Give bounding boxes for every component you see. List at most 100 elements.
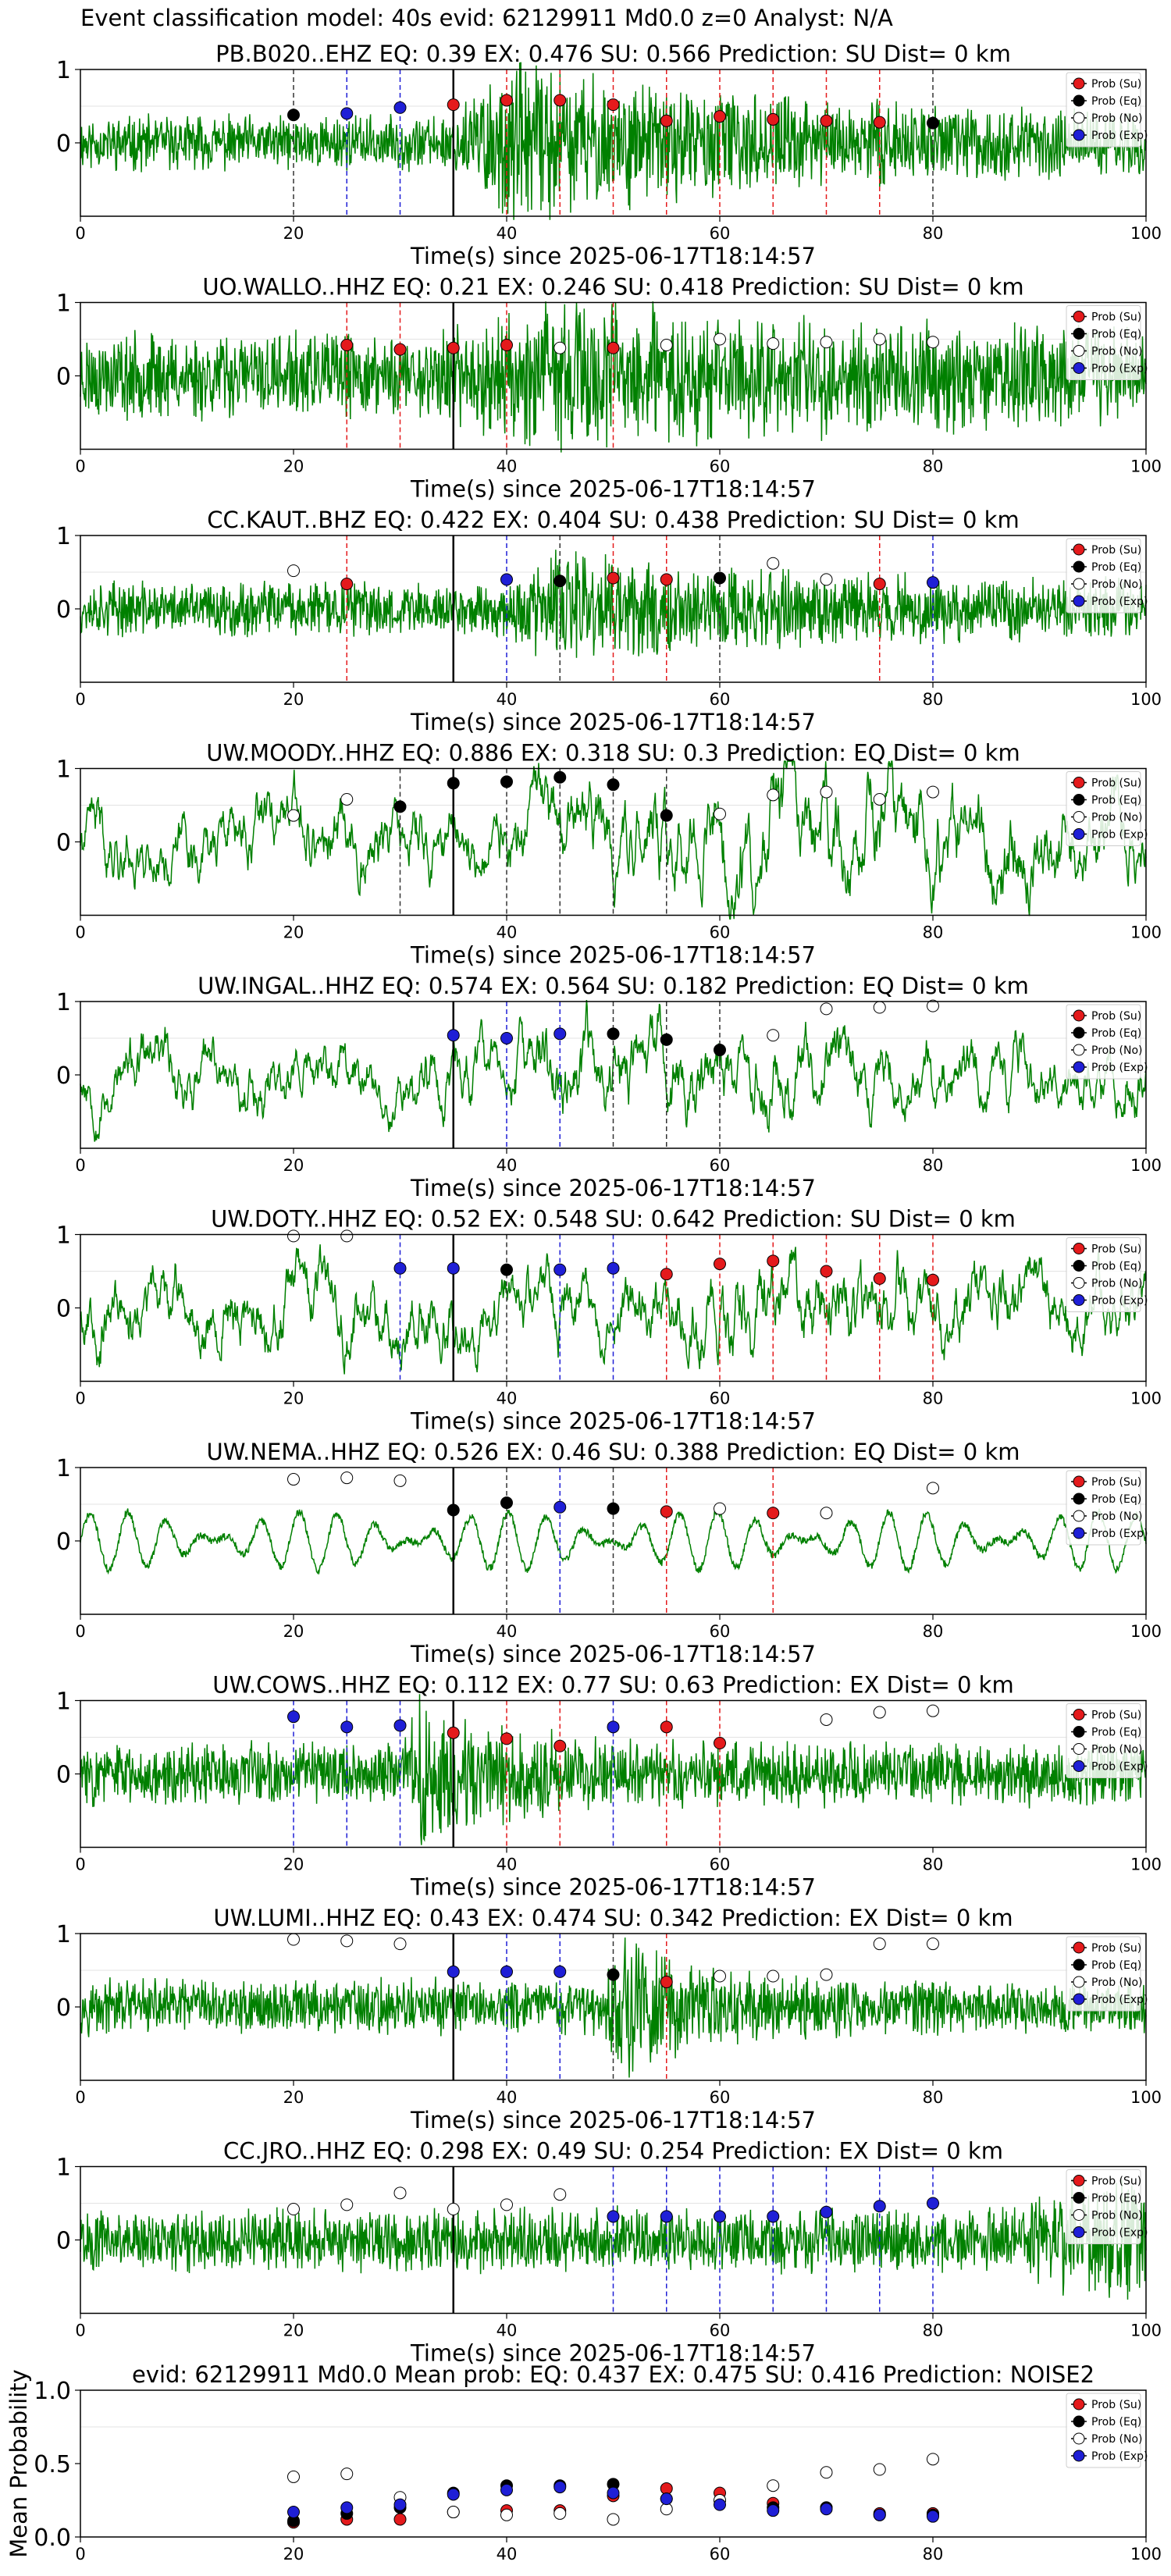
prob-marker-eq [607, 1968, 620, 1981]
x-axis-label: Time(s) since 2025-06-17T18:14:57 [410, 1175, 816, 1201]
x-axis-label: Time(s) since 2025-06-17T18:14:57 [410, 2340, 816, 2367]
prob-marker-exp [447, 1965, 460, 1978]
prob-marker-exp [340, 1720, 354, 1734]
legend-swatch-no [1073, 345, 1085, 357]
prob-marker-no [287, 2470, 300, 2483]
x-tick-label: 60 [710, 224, 731, 243]
legend-label: Prob (No) [1091, 2433, 1143, 2446]
prob-marker-su [660, 573, 673, 586]
prob-marker-no [447, 2203, 460, 2216]
prob-marker-exp [340, 107, 354, 120]
prob-marker-no [767, 1969, 780, 1983]
y-tick-label: 0.0 [34, 2524, 71, 2552]
panel-9: 0 20 40 60 80 100 0 1 CC.JRO..HHZ EQ: 0.298 EX: … [56, 2138, 1162, 2367]
prob-marker-no [714, 333, 726, 346]
waveform-trace [80, 760, 1147, 920]
legend-swatch-exp [1073, 129, 1085, 141]
y-tick-label: 1 [56, 523, 71, 550]
prob-marker-su [714, 1737, 726, 1750]
legend-label: Prob (Su) [1091, 311, 1141, 324]
legend-swatch-eq [1073, 794, 1085, 806]
x-tick-label: 100 [1130, 2322, 1162, 2340]
prob-marker-su [927, 1273, 939, 1286]
legend-swatch-su [1073, 2398, 1085, 2411]
legend-swatch-exp [1073, 1294, 1085, 1306]
prob-marker-exp [553, 1500, 567, 1514]
prob-marker-exp [714, 2210, 726, 2223]
legend-label: Prob (Su) [1091, 2176, 1141, 2188]
x-tick-label: 80 [923, 1389, 944, 1408]
x-tick-label: 20 [283, 1856, 304, 1874]
prob-marker-su [553, 94, 567, 107]
legend-swatch-no [1073, 1976, 1085, 1988]
x-axis-label: Time(s) since 2025-06-17T18:14:57 [410, 2107, 816, 2133]
legend-box [1066, 771, 1141, 846]
prob-marker-exp [500, 1032, 513, 1044]
prob-marker-eq [393, 800, 407, 813]
prob-marker-no [660, 339, 673, 352]
legend-swatch-no [1073, 811, 1085, 823]
prob-marker-no [927, 1937, 939, 1951]
prob-marker-exp [287, 1710, 300, 1724]
legend-swatch-eq [1073, 1959, 1085, 1971]
x-tick-label: 100 [1130, 1389, 1162, 1408]
legend-label: Prob (Eq) [1091, 1261, 1141, 1273]
prob-marker-no [607, 2513, 620, 2526]
prob-marker-no [767, 1029, 780, 1042]
legend-swatch-eq [1073, 2192, 1085, 2204]
x-tick-label: 80 [923, 1156, 944, 1175]
prob-marker-no [287, 1933, 300, 1946]
y-tick-label: 0 [56, 1762, 71, 1789]
legend-box [1066, 305, 1141, 380]
prob-marker-exp [767, 2504, 780, 2517]
prob-marker-su [607, 571, 620, 585]
legend-label: Prob (Eq) [1091, 1727, 1141, 1739]
prob-marker-exp [927, 576, 939, 589]
x-tick-label: 40 [497, 1856, 518, 1874]
x-tick-label: 60 [710, 690, 731, 709]
y-tick-label: 0 [56, 1528, 71, 1556]
prob-marker-eq [447, 777, 460, 790]
legend-label: Prob (Exp) [1091, 1295, 1148, 1308]
legend-swatch-exp [1073, 1760, 1085, 1772]
prob-marker-exp [500, 573, 513, 586]
prob-marker-no [714, 807, 726, 820]
prob-marker-exp [927, 2510, 939, 2523]
prob-marker-exp [447, 1261, 460, 1275]
x-tick-label: 100 [1130, 1856, 1162, 1874]
y-tick-label: 0 [56, 1062, 71, 1090]
prob-marker-exp [660, 2210, 673, 2223]
x-tick-label: 0 [75, 1389, 85, 1408]
x-tick-label: 40 [497, 1622, 518, 1641]
x-tick-label: 20 [283, 2545, 304, 2564]
x-tick-label: 60 [710, 1389, 731, 1408]
panel-2: 0 20 40 60 80 100 0 1 CC.KAUT..BHZ EQ: 0.422 EX:… [56, 507, 1162, 735]
legend-swatch-exp [1073, 2450, 1085, 2462]
x-tick-label: 20 [283, 457, 304, 476]
legend-label: Prob (Su) [1091, 2399, 1141, 2411]
legend-box [1066, 1936, 1141, 2012]
prob-marker-eq [500, 1263, 513, 1276]
prob-marker-eq [660, 1033, 673, 1046]
legend-label: Prob (Su) [1091, 777, 1141, 790]
prob-marker-exp [447, 2488, 460, 2501]
prob-marker-eq [500, 1496, 513, 1510]
prob-marker-exp [340, 2501, 354, 2514]
prob-marker-exp [553, 1965, 567, 1978]
prob-marker-eq [714, 1044, 726, 1057]
x-tick-label: 20 [283, 690, 304, 709]
legend-swatch-no [1073, 2209, 1085, 2221]
legend-label: Prob (Exp) [1091, 2227, 1148, 2240]
prob-marker-su [767, 112, 780, 126]
prob-marker-su [553, 1739, 567, 1752]
prob-marker-eq [500, 775, 513, 788]
panel-10: 0 20 40 60 80 100 0.0 0.5 1.0 evid: 62129911 Md0.… [5, 2361, 1162, 2564]
prob-marker-exp [393, 2498, 407, 2511]
prob-marker-su [607, 341, 620, 354]
prob-marker-no [927, 1482, 939, 1495]
prob-marker-su [660, 1976, 673, 1989]
legend-swatch-eq [1073, 1026, 1085, 1039]
prob-marker-no [767, 337, 780, 350]
prob-marker-no [714, 1969, 726, 1983]
prob-marker-eq [447, 1503, 460, 1517]
